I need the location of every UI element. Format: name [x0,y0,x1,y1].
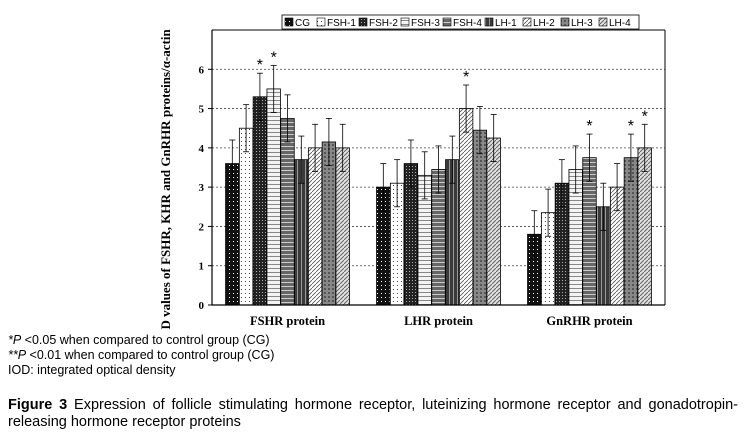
legend-box [281,14,640,30]
bar-lh-3-1 [321,141,337,306]
bar-fsh-3-1 [266,88,281,306]
legend-label-fsh-3: FSH-3 [411,18,440,29]
legend-label-fsh-2: FSH-2 [369,18,398,29]
bar-chart: * * * * * * 0 1 2 3 4 5 6 FSHR protein LHR protein GnR… [158,14,666,330]
legend-swatch-lh-4 [598,17,608,27]
legend-swatch-lh-3 [560,17,570,27]
y-tick-label: 1 [199,261,205,273]
bars: * * * * * * [225,49,652,306]
bar-lh-4-2 [486,137,501,306]
significance-star: * [257,57,263,74]
footnotes: *P <0.05 when compared to control group … [8,333,274,378]
legend-swatch-fsh-4 [442,17,452,27]
y-axis-label: IOD values of FSHR, KHR and GnRHR protei… [158,29,173,330]
bar-fsh-1-1 [238,127,254,306]
legend-swatch-fsh-2 [358,17,368,27]
significance-star: * [463,69,469,86]
axes: 0 1 2 3 4 5 6 FSHR protein LHR protein GnRHR prot… [199,29,666,328]
legend-label-lh-1: LH-1 [495,18,517,29]
legend-swatch-fsh-3 [400,17,410,27]
legend-label-fsh-4: FSH-4 [453,18,482,29]
footnote-p001: **P <0.01 when compared to control group… [8,348,275,362]
legend-swatch-lh-2 [522,17,532,27]
legend-swatch-cg [284,17,294,27]
bar-fsh-2-1 [252,96,268,306]
footnote-iod: IOD: integrated optical density [8,363,176,377]
figure-caption: Figure 3 Expression of follicle stimulat… [8,397,738,431]
y-tick-label: 5 [199,104,205,116]
legend: CG FSH-1 FSH-2 FSH-3 FSH-4 LH-1 LH-2 LH-3 LH-4 [281,14,640,30]
significance-star: * [642,108,648,125]
legend-label-lh-4: LH-4 [609,18,631,29]
legend-label-cg: CG [295,18,310,29]
legend-swatch-lh-1 [484,17,494,27]
significance-star: * [628,118,634,135]
figure-label: Figure 3 [8,397,68,413]
x-tick-label: GnRHR protein [546,314,632,328]
legend-swatch-fsh-1 [316,17,326,27]
x-tick-label: FSHR protein [250,314,325,328]
y-tick-label: 3 [199,182,205,194]
legend-label-lh-3: LH-3 [571,18,593,29]
significance-star: * [271,49,277,66]
bar-lh-2-2 [458,108,474,306]
significance-star: * [586,118,592,135]
footnote-p005: *P <0.05 when compared to control group … [8,333,270,347]
bar-fsh-4-1 [280,117,295,306]
x-tick-label: LHR protein [404,314,473,328]
y-tick-label: 4 [199,143,205,155]
y-tick-label: 0 [199,300,205,312]
legend-label-fsh-1: FSH-1 [327,18,356,29]
y-tick-label: 2 [199,221,205,233]
bar-lh-3-2 [472,129,488,306]
figure-caption-text: Expression of follicle stimulating hormo… [8,397,738,430]
y-tick-label: 6 [199,64,205,76]
legend-label-lh-2: LH-2 [533,18,555,29]
